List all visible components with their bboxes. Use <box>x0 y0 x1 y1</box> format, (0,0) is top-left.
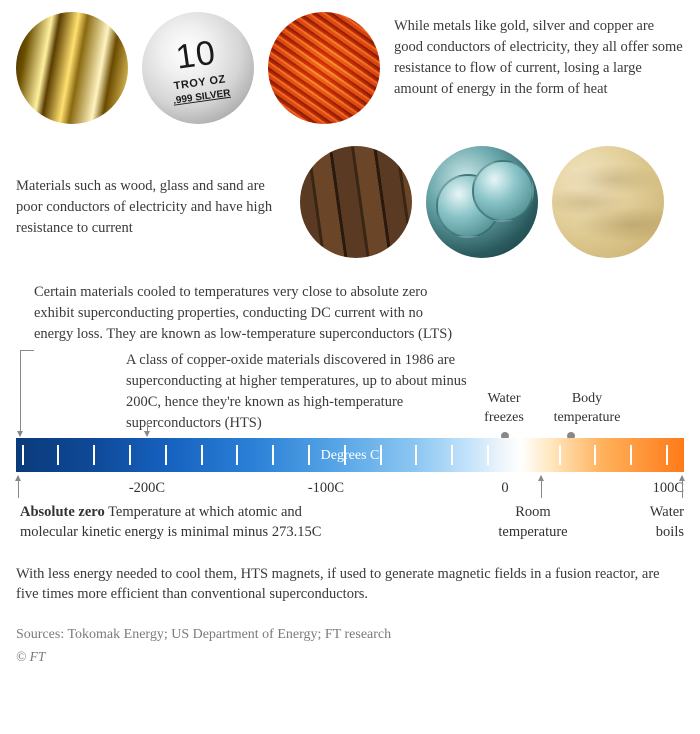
insulators-text: Materials such as wood, glass and sand a… <box>16 146 286 239</box>
scale-tick <box>451 445 453 465</box>
room-temp-label: Room temperature <box>488 502 578 543</box>
abs-zero-text: Absolute zero Temperature at which atomi… <box>20 502 360 543</box>
scale-tick <box>236 445 238 465</box>
lts-annotation: Certain materials cooled to temperatures… <box>34 282 464 345</box>
scale-tick <box>93 445 95 465</box>
scale-tick <box>165 445 167 465</box>
scale-tick <box>559 445 561 465</box>
silver-bar-label: 10 TROY OZ .999 SILVER <box>164 28 231 108</box>
scale-bar: Degrees C <box>16 438 684 472</box>
sources-text: Sources: Tokomak Energy; US Department o… <box>16 625 684 645</box>
degrees-c-label: Degrees C <box>321 446 380 466</box>
scale-tick <box>630 445 632 465</box>
conductors-row: 10 TROY OZ .999 SILVER While metals like… <box>16 12 684 124</box>
annotations-above: Certain materials cooled to temperatures… <box>16 282 684 432</box>
hts-arrow <box>147 422 148 436</box>
scale-tick <box>380 445 382 465</box>
scale-tick <box>22 445 24 465</box>
annotations-below: Absolute zero Temperature at which atomi… <box>16 476 684 546</box>
insulators-row: Materials such as wood, glass and sand a… <box>16 146 684 258</box>
lts-arrow <box>20 350 21 436</box>
copper-image <box>268 12 380 124</box>
conductors-text: While metals like gold, silver and coppe… <box>394 12 684 100</box>
scale-tick <box>594 445 596 465</box>
water-freezes-label: Water freezes <box>474 389 534 428</box>
abs-zero-arrow <box>18 476 19 498</box>
hts-annotation: A class of copper-oxide materials discov… <box>126 350 486 434</box>
scale-tick <box>57 445 59 465</box>
abs-zero-bold: Absolute zero <box>20 504 105 520</box>
scale-tick <box>523 445 525 465</box>
scale-tick <box>129 445 131 465</box>
sand-image <box>552 146 664 258</box>
wood-image <box>300 146 412 258</box>
scale-tick <box>201 445 203 465</box>
water-boils-arrow <box>682 476 683 498</box>
scale-tick <box>487 445 489 465</box>
glass-image <box>426 146 538 258</box>
scale-tick <box>415 445 417 465</box>
lts-leader <box>20 350 34 351</box>
copyright-text: © FT <box>16 648 684 667</box>
scale-tick <box>308 445 310 465</box>
water-boils-label: Water boils <box>634 502 684 543</box>
scale-tick <box>666 445 668 465</box>
silver-image: 10 TROY OZ .999 SILVER <box>142 12 254 124</box>
temperature-scale: Degrees C -200C-100C0100C Absolute zero … <box>16 438 684 546</box>
gold-image <box>16 12 128 124</box>
room-temp-arrow <box>541 476 542 498</box>
footer-text: With less energy needed to cool them, HT… <box>16 564 684 605</box>
body-temp-label: Body temperature <box>542 389 632 428</box>
scale-tick <box>272 445 274 465</box>
